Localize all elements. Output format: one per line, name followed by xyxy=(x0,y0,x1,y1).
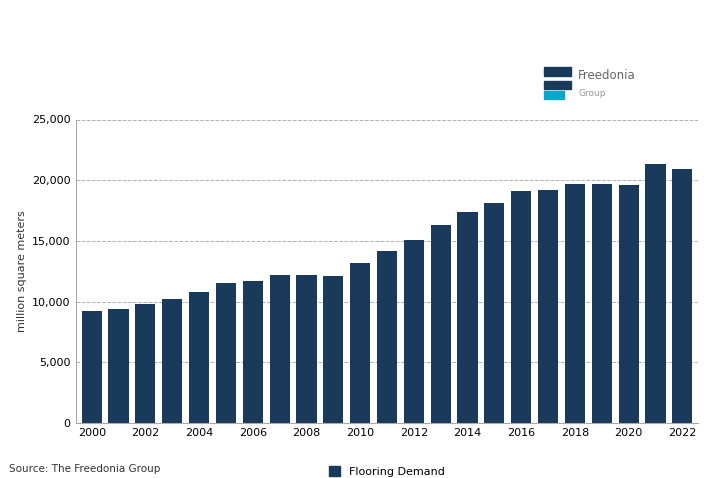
Bar xyxy=(135,304,156,423)
Bar xyxy=(538,190,558,423)
Bar xyxy=(297,275,317,423)
Bar xyxy=(81,311,102,423)
Text: Source: The Freedonia Group: Source: The Freedonia Group xyxy=(9,464,160,474)
Bar xyxy=(485,203,505,423)
Bar xyxy=(404,239,424,423)
Bar xyxy=(592,184,612,423)
Bar xyxy=(457,212,477,423)
Bar xyxy=(377,250,397,423)
Bar xyxy=(645,164,665,423)
Y-axis label: million square meters: million square meters xyxy=(17,210,27,332)
Bar xyxy=(618,185,639,423)
Bar xyxy=(109,309,129,423)
Text: Figure 3-2.
Global Flooring Demand,
2000 – 2022
(million square meters): Figure 3-2. Global Flooring Demand, 2000… xyxy=(9,6,164,76)
Bar xyxy=(511,191,531,423)
Bar xyxy=(189,292,209,423)
Bar xyxy=(565,184,585,423)
Bar xyxy=(672,169,693,423)
Text: Group: Group xyxy=(578,88,606,98)
Bar xyxy=(544,67,571,76)
Bar xyxy=(350,263,370,423)
Bar xyxy=(323,276,343,423)
Bar xyxy=(544,81,571,88)
Bar xyxy=(216,283,236,423)
Legend: Flooring Demand: Flooring Demand xyxy=(325,462,449,478)
Bar xyxy=(243,281,263,423)
Bar xyxy=(544,91,564,98)
Text: Freedonia: Freedonia xyxy=(578,69,636,82)
Bar xyxy=(162,299,182,423)
Bar xyxy=(269,275,289,423)
Bar xyxy=(431,225,451,423)
